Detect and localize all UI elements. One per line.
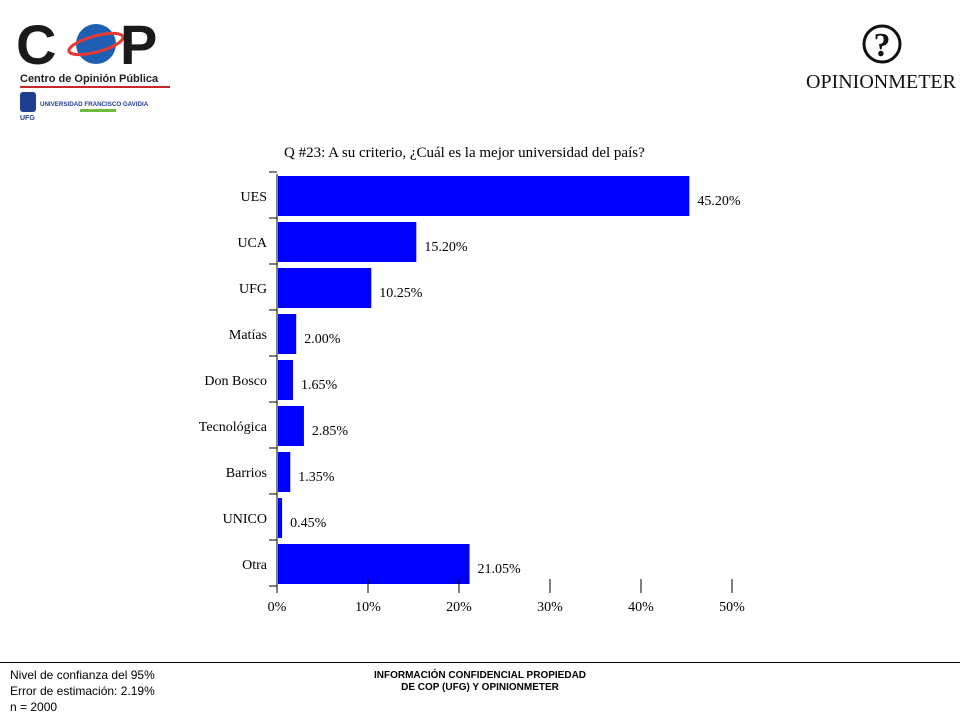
- category-label: UNICO: [223, 512, 267, 527]
- bar: [278, 544, 470, 584]
- footer-stats: Nivel de confianza del 95% Error de esti…: [10, 667, 155, 715]
- cop-logo-letter-c: C: [16, 13, 56, 76]
- bar: [278, 406, 304, 446]
- bar: [278, 268, 372, 308]
- ufg-abbrev: UFG: [20, 115, 35, 122]
- bar: [278, 176, 690, 216]
- data-label: 10.25%: [379, 286, 423, 301]
- x-tick-label: 30%: [537, 600, 563, 615]
- cop-globe-icon: [76, 24, 116, 64]
- category-label: UES: [241, 190, 267, 205]
- category-label: Otra: [242, 558, 268, 573]
- bar-chart: Q #23: A su criterio, ¿Cuál es la mejor …: [199, 145, 745, 615]
- data-label: 0.45%: [290, 516, 327, 531]
- x-tick-label: 50%: [719, 600, 745, 615]
- data-label: 1.35%: [298, 470, 335, 485]
- category-label: Barrios: [226, 466, 267, 481]
- data-label: 1.65%: [301, 378, 338, 393]
- bar: [278, 498, 283, 538]
- x-tick-label: 0%: [268, 600, 287, 615]
- cop-logo-letter-p: P: [120, 13, 157, 76]
- opinionmeter-logo: ? OPINIONMETER: [806, 24, 957, 93]
- category-label: Matías: [229, 328, 267, 343]
- data-label: 21.05%: [478, 562, 522, 577]
- x-tick-label: 20%: [446, 600, 472, 615]
- x-tick-label: 10%: [355, 600, 381, 615]
- svg-text:?: ?: [874, 27, 891, 64]
- confidential-line-2: DE COP (UFG) Y OPINIONMETER: [401, 682, 559, 693]
- bar: [278, 452, 291, 492]
- chart-title: Q #23: A su criterio, ¿Cuál es la mejor …: [284, 145, 645, 161]
- sample-size: n = 2000: [10, 700, 58, 714]
- cop-logo: C P Centro de Opinión Pública UNIVERSIDA…: [16, 13, 170, 122]
- data-label: 2.85%: [312, 424, 349, 439]
- estimation-error: Error de estimación: 2.19%: [10, 684, 155, 698]
- category-label: Don Bosco: [204, 374, 267, 389]
- category-label: UFG: [239, 282, 267, 297]
- bar: [278, 360, 294, 400]
- footer-divider: [0, 662, 960, 663]
- data-label: 2.00%: [304, 332, 341, 347]
- cop-subtitle: Centro de Opinión Pública: [20, 73, 159, 85]
- x-tick-label: 40%: [628, 600, 654, 615]
- ufg-name: UNIVERSIDAD FRANCISCO GAVIDIA: [40, 101, 149, 108]
- data-label: 15.20%: [424, 240, 468, 255]
- data-label: 45.20%: [697, 194, 741, 209]
- category-label: Tecnológica: [199, 420, 268, 435]
- ufg-shield-icon: [20, 92, 36, 112]
- bar: [278, 314, 297, 354]
- confidential-line-1: INFORMACIÓN CONFIDENCIAL PROPIEDAD: [373, 670, 587, 681]
- category-label: UCA: [237, 236, 267, 251]
- question-circle-icon: [862, 24, 902, 64]
- confidence-level: Nivel de confianza del 95%: [10, 668, 155, 682]
- bar: [278, 222, 417, 262]
- confidential-notice: INFORMACIÓN CONFIDENCIAL PROPIEDAD DE CO…: [330, 670, 630, 694]
- opinionmeter-wordmark: OPINIONMETER: [806, 71, 957, 93]
